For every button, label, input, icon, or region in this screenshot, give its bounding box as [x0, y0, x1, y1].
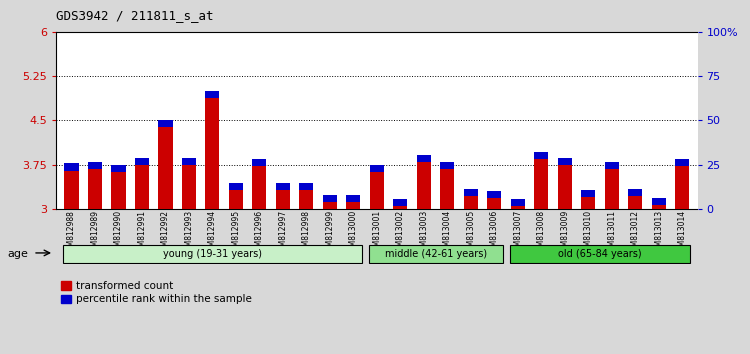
Bar	[229, 183, 243, 190]
Bar	[440, 162, 454, 169]
Bar	[511, 199, 525, 206]
Bar	[440, 169, 454, 209]
Bar	[112, 172, 125, 209]
Bar	[253, 159, 266, 166]
Bar	[393, 206, 407, 209]
Bar	[509, 245, 691, 263]
Bar	[488, 191, 501, 198]
Bar	[88, 169, 102, 209]
Bar	[299, 183, 314, 190]
Bar	[628, 196, 642, 209]
Bar	[369, 245, 502, 263]
Bar	[135, 165, 149, 209]
Bar	[158, 127, 172, 209]
Bar	[322, 195, 337, 202]
Text: old (65-84 years): old (65-84 years)	[558, 249, 642, 259]
Bar	[276, 190, 290, 209]
Bar	[229, 190, 243, 209]
Bar	[581, 197, 596, 209]
Bar	[558, 158, 572, 165]
Text: young (19-31 years): young (19-31 years)	[163, 249, 262, 259]
Bar	[88, 162, 102, 169]
Bar	[652, 205, 666, 209]
Bar	[417, 162, 431, 209]
Text: middle (42-61 years): middle (42-61 years)	[385, 249, 487, 259]
Text: age: age	[8, 249, 28, 259]
Bar	[135, 158, 149, 165]
Bar	[346, 202, 361, 209]
Text: GDS3942 / 211811_s_at: GDS3942 / 211811_s_at	[56, 9, 214, 22]
Bar	[370, 172, 384, 209]
Bar	[464, 189, 478, 196]
Bar	[675, 159, 689, 166]
Bar	[511, 206, 525, 209]
Bar	[64, 164, 79, 171]
Bar	[534, 159, 548, 209]
Bar	[675, 166, 689, 209]
Bar	[299, 190, 314, 209]
Bar	[253, 166, 266, 209]
Bar	[604, 162, 619, 169]
Bar	[63, 245, 362, 263]
Bar	[488, 198, 501, 209]
Bar	[112, 165, 125, 172]
Bar	[182, 158, 196, 165]
Bar	[417, 155, 431, 162]
Bar	[464, 196, 478, 209]
Bar	[64, 171, 79, 209]
Bar	[393, 199, 407, 206]
Bar	[581, 190, 596, 197]
Bar	[276, 183, 290, 190]
Legend: transformed count, percentile rank within the sample: transformed count, percentile rank withi…	[62, 281, 252, 304]
Bar	[158, 120, 172, 127]
Bar	[370, 165, 384, 172]
Bar	[628, 189, 642, 196]
Bar	[604, 169, 619, 209]
Bar	[206, 91, 220, 98]
Bar	[182, 165, 196, 209]
Bar	[206, 98, 220, 209]
Bar	[322, 202, 337, 209]
Bar	[558, 165, 572, 209]
Bar	[534, 152, 548, 159]
Bar	[346, 195, 361, 202]
Bar	[652, 198, 666, 205]
